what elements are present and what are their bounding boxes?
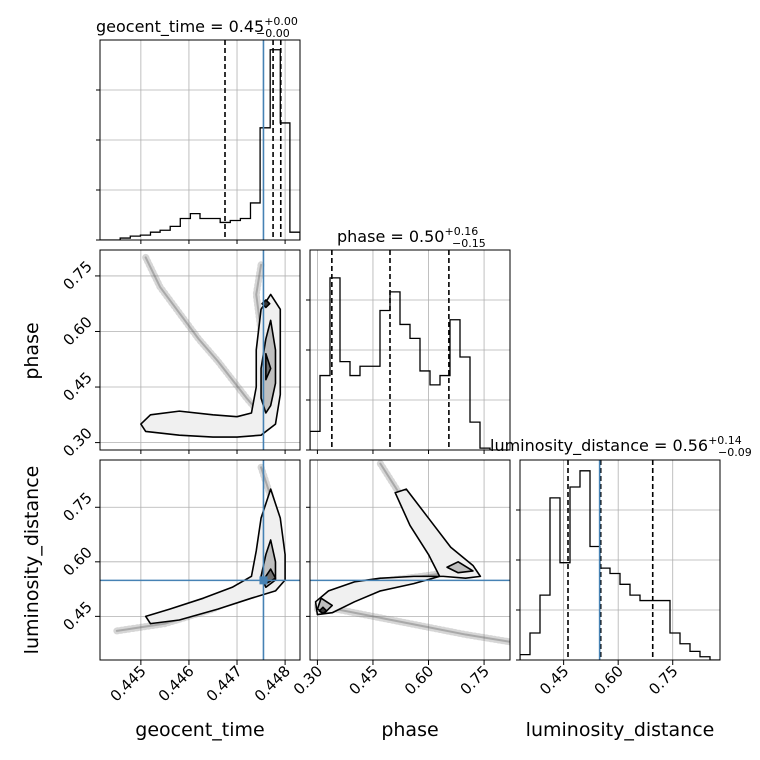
ytick-label-luminosity-distance: 0.75: [59, 489, 95, 525]
title-geocent-time-median: 0.45: [229, 17, 265, 36]
contour-level: [446, 561, 474, 574]
ytick-label-luminosity-distance: 0.60: [59, 543, 95, 579]
title-geocent-time-name: geocent_time: [96, 17, 205, 37]
xlabel-geocent-time: geocent_time: [135, 719, 264, 741]
histogram-luminosity-distance: [520, 470, 720, 660]
xtick-label-phase: 0.75: [457, 662, 493, 698]
sample-density: [142, 253, 260, 413]
panel-frame: [309, 459, 511, 661]
hist-panel-phase: [310, 250, 510, 450]
title-geocent-time: geocent_time = 0.45+0.00 −0.00: [96, 15, 298, 40]
ytick-label-phase: 0.60: [59, 313, 95, 349]
title-geocent-time-plus: +0.00: [264, 15, 298, 28]
xtick-label-geocent-time: 0.446: [155, 662, 198, 705]
title-luminosity-distance-median: 0.56: [672, 436, 708, 455]
ytick-label-phase: 0.75: [59, 257, 95, 293]
sample-density: [313, 601, 510, 646]
ytick-label-phase: 0.45: [59, 369, 95, 405]
xtick-label-luminosity-distance: 0.60: [591, 662, 627, 698]
title-phase-median: 0.50: [409, 227, 445, 246]
sample-density-core: [144, 256, 258, 411]
ytick-label-phase: 0.30: [59, 424, 95, 460]
xtick-label-geocent-time: 0.445: [107, 662, 150, 705]
hist-panel-geocent-time: [100, 40, 300, 240]
panel-frame: [99, 459, 301, 661]
contour-level: [265, 352, 272, 381]
title-geocent-time-eq: =: [205, 17, 229, 36]
title-luminosity-distance-eq: =: [649, 436, 673, 455]
title-phase-minus: −0.15: [452, 237, 486, 250]
panel-frame: [99, 249, 301, 451]
panel-phase-vs-luminosity-distance: [310, 460, 510, 660]
title-phase: phase = 0.50+0.16 −0.15: [337, 225, 486, 250]
xtick-label-geocent-time: 0.448: [251, 662, 294, 705]
ytick-label-luminosity-distance: 0.45: [59, 598, 95, 634]
panel-geocent-time-vs-phase: [100, 250, 300, 450]
xtick-label-luminosity-distance: 0.75: [645, 662, 681, 698]
truth-marker: [259, 576, 268, 585]
title-phase-plus: +0.16: [444, 225, 478, 238]
title-luminosity-distance-minus: −0.09: [718, 446, 752, 459]
xtick-label-phase: 0.30: [290, 662, 326, 698]
contour-level: [144, 488, 286, 625]
title-luminosity-distance-plus: +0.14: [708, 434, 742, 447]
panel-geocent-time-vs-luminosity-distance: [100, 460, 300, 660]
xtick-label-geocent-time: 0.447: [203, 662, 246, 705]
ylabel-phase: phase: [21, 322, 43, 379]
sample-density-core: [316, 604, 510, 643]
title-luminosity-distance-name: luminosity_distance: [490, 436, 649, 456]
contour-level: [318, 606, 328, 615]
xlabel-phase: phase: [381, 719, 438, 741]
title-luminosity-distance: luminosity_distance = 0.56+0.14 −0.09: [490, 434, 752, 459]
ylabel-luminosity-distance: luminosity_distance: [21, 466, 43, 655]
title-phase-name: phase: [337, 227, 385, 246]
histogram-geocent-time: [100, 49, 300, 240]
contour-level: [140, 293, 282, 438]
title-phase-eq: =: [385, 227, 409, 246]
histogram-phase: [310, 277, 510, 450]
xtick-label-phase: 0.60: [401, 662, 437, 698]
xtick-label-luminosity-distance: 0.45: [536, 662, 572, 698]
title-geocent-time-minus: −0.00: [256, 27, 290, 40]
hist-panel-luminosity-distance: [520, 460, 720, 660]
contour-level: [314, 488, 482, 616]
xtick-label-phase: 0.45: [345, 662, 381, 698]
xlabel-luminosity-distance: luminosity_distance: [526, 719, 715, 741]
